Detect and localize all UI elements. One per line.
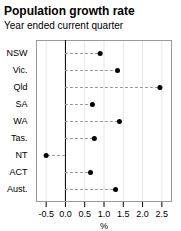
html-text:Year ended current quarter: Year ended current quarter <box>4 20 124 31</box>
svg-text:2.0: 2.0 <box>136 209 149 219</box>
svg-text:1.5: 1.5 <box>117 209 130 219</box>
svg-text:-0.5: -0.5 <box>38 209 54 219</box>
svg-text:0.5: 0.5 <box>78 209 91 219</box>
svg-text:Qld: Qld <box>13 82 27 92</box>
svg-text:Aust.: Aust. <box>7 184 28 194</box>
svg-text:ACT: ACT <box>10 167 29 177</box>
svg-text:WA: WA <box>13 116 27 126</box>
svg-text:%: % <box>100 221 108 231</box>
svg-text:Vic.: Vic. <box>13 65 28 75</box>
svg-text:1.0: 1.0 <box>98 209 111 219</box>
html-text:Population growth rate: Population growth rate <box>4 4 135 18</box>
svg-text:NT: NT <box>16 150 28 160</box>
svg-text:0.0: 0.0 <box>59 209 72 219</box>
svg-text:Tas.: Tas. <box>11 133 28 143</box>
svg-text:NSW: NSW <box>7 48 29 58</box>
svg-text:SA: SA <box>15 99 27 109</box>
svg-text:2.5: 2.5 <box>156 209 169 219</box>
